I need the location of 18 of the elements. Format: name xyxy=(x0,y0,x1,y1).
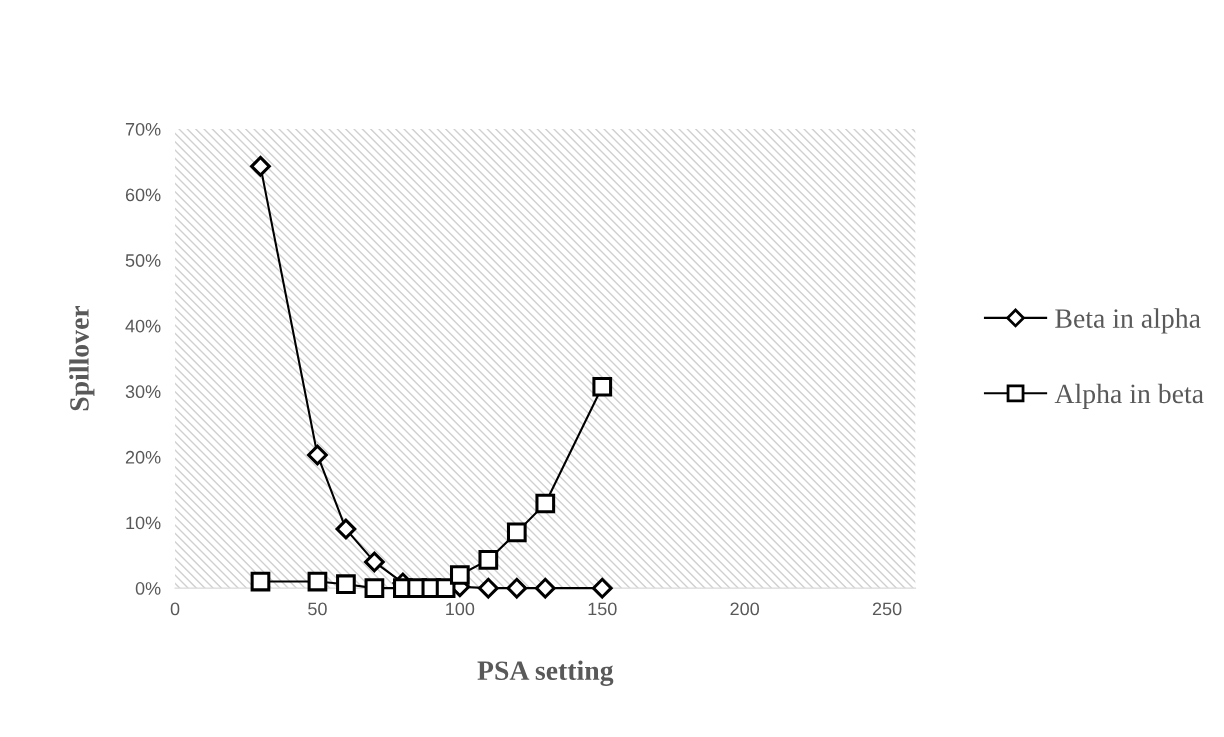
x-tick-label: 150 xyxy=(588,602,617,616)
x-tick-label: 100 xyxy=(446,602,475,616)
x-tick-label: 0 xyxy=(170,602,180,616)
y-tick-label: 50% xyxy=(125,254,161,267)
y-tick-label: 30% xyxy=(125,385,161,399)
x-tick-label: 50 xyxy=(308,602,327,616)
x-tick-label: 250 xyxy=(872,602,902,616)
y-axis-title: Spillover xyxy=(69,305,95,411)
y-tick-label: 70% xyxy=(125,122,161,136)
y-tick-label: 60% xyxy=(125,188,161,202)
legend-label: Beta in alpha xyxy=(1055,308,1201,334)
y-tick-label: 40% xyxy=(125,319,161,333)
y-tick-label: 20% xyxy=(125,450,161,464)
x-tick-label: 200 xyxy=(730,602,760,616)
x-axis-title: PSA setting xyxy=(477,660,614,686)
y-tick-label: 0% xyxy=(135,582,161,595)
y-tick-label: 10% xyxy=(126,516,161,530)
legend-label: Alpha in beta xyxy=(1054,383,1204,409)
